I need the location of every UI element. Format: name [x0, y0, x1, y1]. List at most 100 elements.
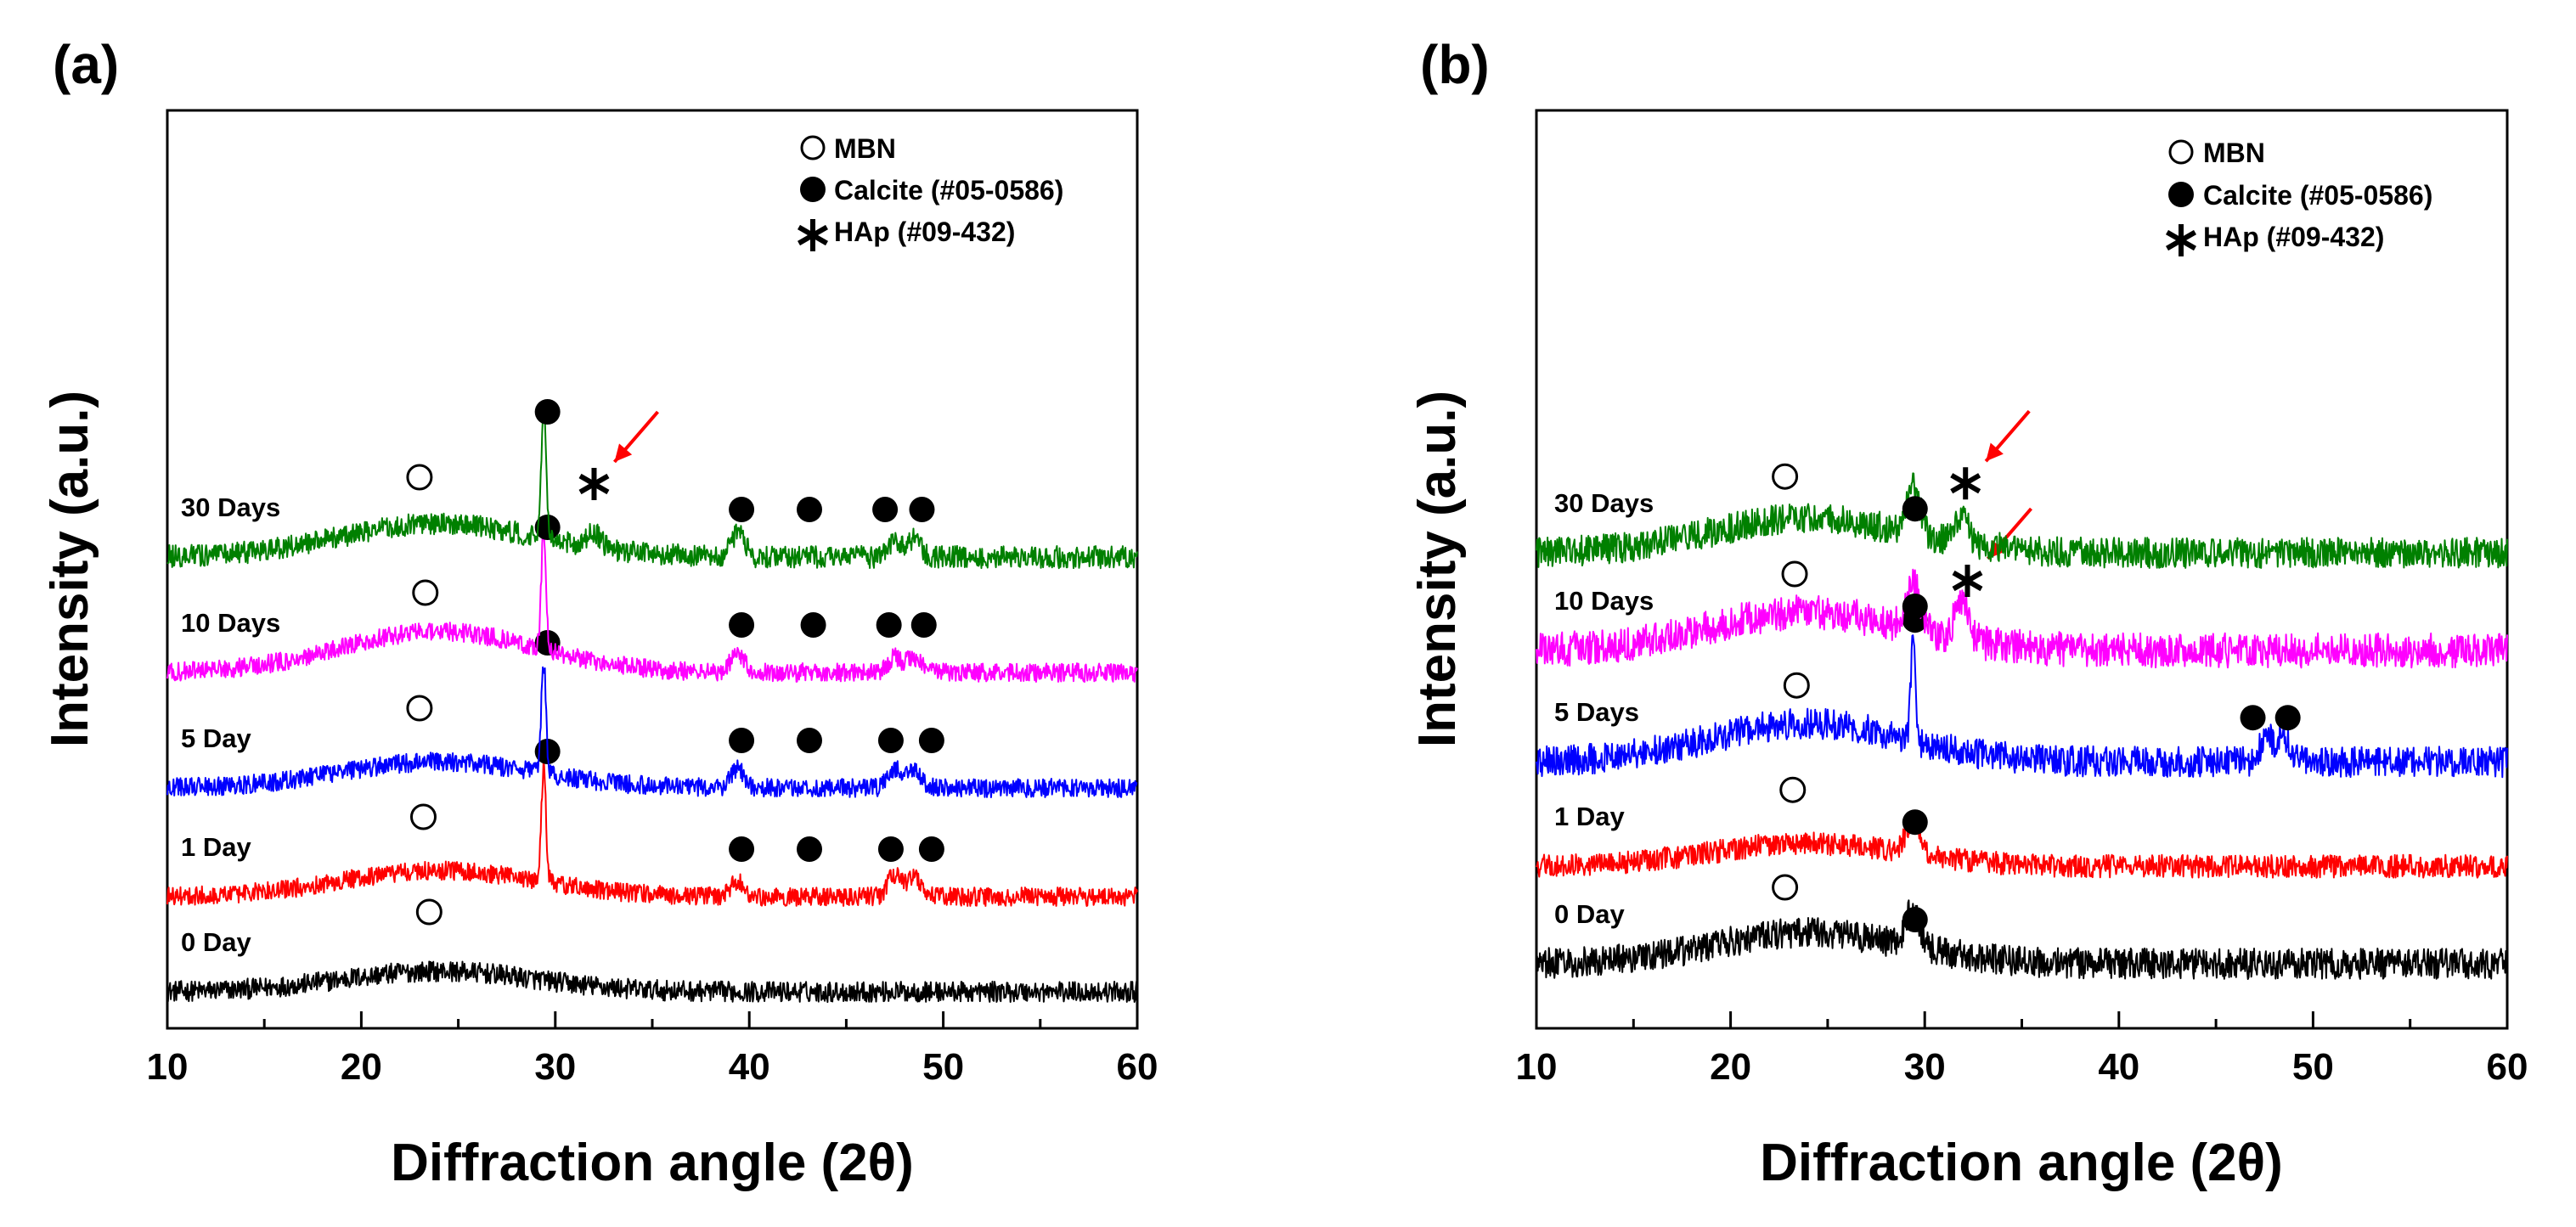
- legend-label: Calcite (#05-0586): [2203, 180, 2432, 211]
- open-circle-icon: [2168, 139, 2194, 165]
- calcite-marker: [876, 612, 902, 638]
- calcite-marker: [797, 836, 823, 862]
- hap-marker: [1950, 467, 1981, 500]
- mbn-marker: [409, 803, 437, 830]
- x-tick-label: 60: [2487, 1046, 2528, 1088]
- asterisk-icon: [2166, 224, 2196, 256]
- series-label: 1 Day: [181, 832, 251, 862]
- calcite-marker: [877, 728, 904, 753]
- legend-label: HAp (#09-432): [834, 217, 1015, 247]
- series-label: 0 Day: [181, 927, 251, 957]
- series-label: 10 Days: [1554, 586, 1654, 616]
- calcite-marker: [872, 497, 899, 522]
- panel-a: (a) Intensity (a.u.) Diffraction angle (…: [41, 34, 1158, 1192]
- asterisk-icon: [798, 219, 828, 251]
- series-label: 0 Day: [1554, 899, 1625, 929]
- calcite-marker: [800, 612, 826, 638]
- series-label: 10 Days: [181, 608, 280, 638]
- series-label: 30 Days: [1554, 488, 1654, 518]
- series-label: 30 Days: [181, 492, 280, 522]
- calcite-marker: [918, 728, 944, 753]
- series-line: [1536, 634, 2508, 779]
- legend-entry-mbn: MBN: [800, 133, 896, 164]
- legend-label: HAp (#09-432): [2203, 222, 2384, 252]
- mbn-marker: [1781, 560, 1808, 588]
- series-label: 5 Day: [181, 723, 251, 753]
- legend-label: MBN: [834, 133, 896, 164]
- calcite-marker: [1902, 907, 1928, 932]
- legend: MBN Calcite (#05-0586) HAp (#09-432): [2166, 138, 2432, 256]
- x-tick-label: 40: [2098, 1046, 2139, 1088]
- x-tick-label: 10: [147, 1046, 189, 1088]
- x-tick-label: 50: [2292, 1046, 2334, 1088]
- calcite-marker: [1902, 594, 1928, 619]
- legend-entry-hap: HAp (#09-432): [798, 217, 1015, 251]
- series-line: [166, 528, 1138, 683]
- legend-entry-calcite: Calcite (#05-0586): [800, 175, 1063, 205]
- arrow-head-icon: [1986, 442, 2004, 462]
- legend: MBN Calcite (#05-0586) HAp (#09-432): [798, 133, 1063, 251]
- calcite-marker: [918, 836, 944, 862]
- x-axis-label: Diffraction angle (2θ): [391, 1134, 914, 1192]
- calcite-marker: [797, 728, 823, 753]
- calcite-marker: [2240, 705, 2266, 731]
- open-circle-icon: [800, 135, 826, 160]
- legend-entry-mbn: MBN: [2168, 138, 2265, 168]
- series-line: [1536, 472, 2508, 569]
- series-line: [166, 409, 1138, 570]
- calcite-marker: [729, 728, 755, 753]
- series-label: 1 Day: [1554, 802, 1625, 831]
- series-line: [1536, 899, 2508, 980]
- hap-marker: [578, 468, 610, 500]
- mbn-marker: [406, 695, 433, 722]
- mbn-marker: [1772, 463, 1799, 490]
- calcite-marker: [534, 630, 561, 656]
- series-line: [166, 760, 1138, 907]
- x-tick-label: 40: [729, 1046, 770, 1088]
- calcite-marker: [797, 497, 823, 522]
- x-ticks: 10 20 30 40 50 60: [147, 1011, 1158, 1088]
- x-tick-label: 30: [534, 1046, 576, 1088]
- series-line: [166, 666, 1138, 798]
- filled-circle-icon: [800, 177, 826, 202]
- y-axis-label: Intensity (a.u.): [1408, 391, 1467, 747]
- x-tick-label: 20: [341, 1046, 382, 1088]
- panel-label: (a): [53, 34, 119, 95]
- series-line: [1536, 813, 2508, 879]
- calcite-marker: [1902, 809, 1928, 836]
- mbn-marker: [415, 898, 442, 926]
- hap-marker: [1952, 565, 1983, 597]
- calcite-marker: [534, 515, 561, 540]
- mbn-marker: [412, 579, 439, 606]
- x-tick-label: 50: [922, 1046, 964, 1088]
- arrow-head-icon: [614, 443, 633, 462]
- calcite-marker: [877, 836, 904, 862]
- panel-b: (b) Intensity (a.u.) Diffraction angle (…: [1408, 34, 2528, 1192]
- calcite-marker: [729, 836, 755, 862]
- series-group: 0 Day 1 Day 5 Days 10 Days 30 Days: [1536, 409, 2508, 980]
- calcite-marker: [1902, 496, 1928, 522]
- filled-circle-icon: [2168, 182, 2194, 207]
- x-tick-label: 30: [1904, 1046, 1946, 1088]
- legend-label: Calcite (#05-0586): [834, 175, 1063, 205]
- x-tick-label: 20: [1710, 1046, 1751, 1088]
- series-line: [1536, 568, 2508, 669]
- series-group: 0 Day 1 Day 5 Day 10 Days 30 Days: [166, 399, 1138, 1004]
- y-axis-label: Intensity (a.u.): [41, 391, 99, 747]
- mbn-marker: [1783, 672, 1810, 699]
- legend-label: MBN: [2203, 138, 2265, 168]
- calcite-marker: [729, 497, 755, 522]
- series-label: 5 Days: [1554, 697, 1639, 727]
- calcite-marker: [910, 612, 937, 638]
- panel-label: (b): [1420, 34, 1490, 95]
- x-ticks: 10 20 30 40 50 60: [1516, 1011, 2528, 1088]
- calcite-marker: [909, 497, 935, 522]
- calcite-marker: [729, 612, 755, 638]
- legend-entry-hap: HAp (#09-432): [2166, 222, 2384, 256]
- mbn-marker: [1779, 776, 1807, 803]
- x-tick-label: 10: [1516, 1046, 1558, 1088]
- mbn-marker: [406, 464, 433, 491]
- series-line: [166, 960, 1138, 1004]
- x-tick-label: 60: [1117, 1046, 1158, 1088]
